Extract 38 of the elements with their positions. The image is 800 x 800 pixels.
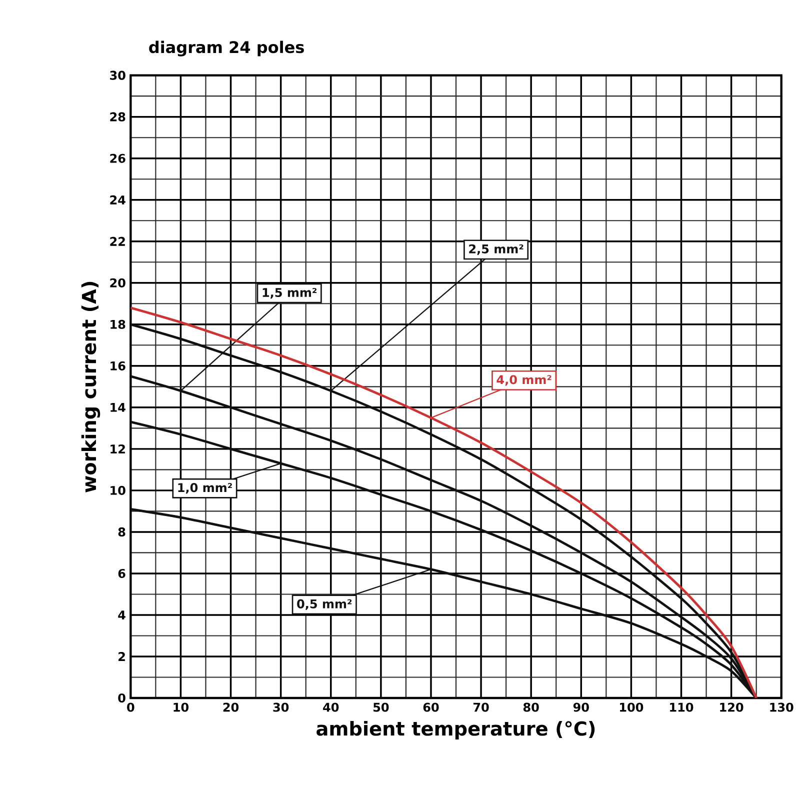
y-tick-label: 6 [118,568,126,578]
chart-title: diagram 24 poles [149,40,304,56]
x-tick-label: 90 [573,702,589,712]
y-tick-label: 28 [110,112,126,122]
y-tick-label: 18 [110,320,126,329]
text: 0,5 mm² [297,599,352,610]
text: 2,5 mm² [469,244,524,255]
y-tick-label: 12 [110,444,125,454]
y-tick-label: 26 [110,154,126,163]
x-tick-label: 40 [323,702,339,712]
text: 4,0 mm² [496,375,552,386]
y-axis-title: working current (A) [81,282,100,492]
x-tick-label: 70 [473,702,489,712]
x-tick-label: 120 [720,702,744,712]
x-tick-label: 100 [620,702,644,712]
x-tick-label: 30 [273,702,289,712]
y-tick-label: 30 [110,70,126,80]
text: 1,5 mm² [262,288,317,299]
y-tick-label: 22 [110,236,125,246]
y-tick-label: 24 [110,195,126,204]
x-tick-label: 20 [223,702,239,712]
text: 1,0 mm² [178,483,232,494]
y-tick-label: 20 [110,278,126,288]
y-tick-label: 8 [118,527,126,536]
y-tick-label: 0 [118,693,126,703]
x-tick-label: 130 [770,702,794,712]
y-tick-label: 10 [110,486,126,495]
y-tick-label: 2 [118,652,125,661]
x-tick-label: 50 [373,702,389,712]
x-tick-label: 110 [670,702,694,712]
y-tick-label: 16 [110,361,126,370]
x-tick-label: 80 [523,702,539,712]
x-tick-label: 10 [174,702,188,712]
x-axis-title: ambient temperature (°C) [316,720,595,740]
y-tick-label: 4 [118,610,126,620]
y-tick-label: 14 [110,403,126,412]
x-tick-label: 60 [423,702,439,712]
x-tick-label: 0 [127,702,134,712]
